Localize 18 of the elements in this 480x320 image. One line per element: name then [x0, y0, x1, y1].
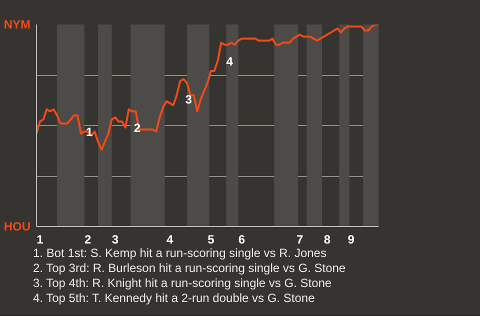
annotation: 3	[185, 92, 192, 107]
annotation: 4	[226, 54, 234, 68]
x-tick-label: 4	[166, 232, 174, 246]
text: 4. Top 5th: T. Kennedy hit a 2-run double vs G. Stone	[33, 291, 315, 305]
x-tick-label: 6	[238, 232, 246, 246]
x-tick-label: 5	[208, 232, 215, 246]
x-tick-label: 3	[112, 232, 119, 246]
x-tick-label: 7	[296, 232, 304, 246]
text: HOU	[4, 220, 31, 234]
text: 3. Top 4th: R. Knight hit a run-scoring single vs G. Stone	[33, 276, 332, 290]
text: 1. Bot 1st: S. Kemp hit a run-scoring single vs R. Jones	[33, 246, 326, 260]
x-tick-label: 9	[348, 232, 355, 246]
text: 2. Top 3rd: R. Burleson hit a run-scoring single vs G. Stone	[33, 261, 346, 275]
annotation: 2	[134, 121, 141, 136]
x-tick-label: 2	[84, 232, 92, 246]
text: NYM	[4, 18, 31, 32]
x-tick-label: 8	[324, 232, 331, 246]
x-tick-label: 1	[36, 232, 44, 246]
